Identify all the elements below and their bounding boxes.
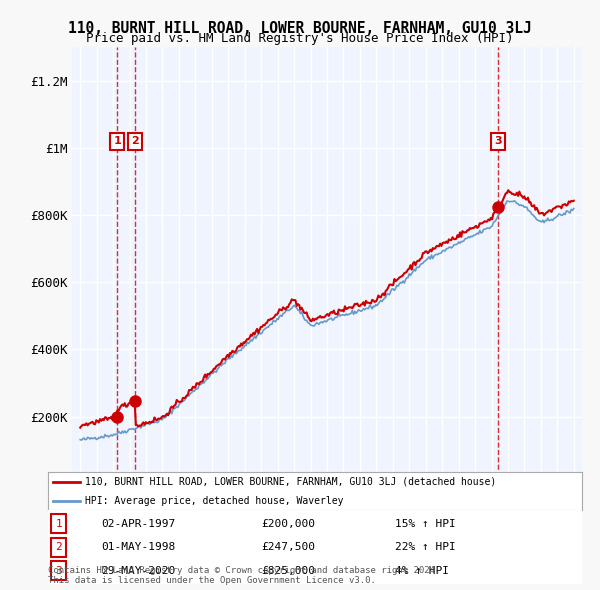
- Text: £200,000: £200,000: [262, 519, 316, 529]
- Text: 110, BURNT HILL ROAD, LOWER BOURNE, FARNHAM, GU10 3LJ: 110, BURNT HILL ROAD, LOWER BOURNE, FARN…: [68, 21, 532, 35]
- Text: Contains HM Land Registry data © Crown copyright and database right 2024.
This d: Contains HM Land Registry data © Crown c…: [48, 566, 440, 585]
- Text: 4% ↑ HPI: 4% ↑ HPI: [395, 566, 449, 576]
- Text: 2: 2: [55, 542, 62, 552]
- Text: 1: 1: [55, 519, 62, 529]
- Text: 2: 2: [131, 136, 139, 146]
- Text: £825,000: £825,000: [262, 566, 316, 576]
- Text: 02-APR-1997: 02-APR-1997: [101, 519, 176, 529]
- Text: £247,500: £247,500: [262, 542, 316, 552]
- Text: 110, BURNT HILL ROAD, LOWER BOURNE, FARNHAM, GU10 3LJ (detached house): 110, BURNT HILL ROAD, LOWER BOURNE, FARN…: [85, 477, 497, 487]
- Text: 01-MAY-1998: 01-MAY-1998: [101, 542, 176, 552]
- Text: Price paid vs. HM Land Registry's House Price Index (HPI): Price paid vs. HM Land Registry's House …: [86, 32, 514, 45]
- Text: 3: 3: [55, 566, 62, 576]
- Text: HPI: Average price, detached house, Waverley: HPI: Average price, detached house, Wave…: [85, 496, 344, 506]
- Text: 3: 3: [494, 136, 502, 146]
- Text: 22% ↑ HPI: 22% ↑ HPI: [395, 542, 456, 552]
- Text: 1: 1: [113, 136, 121, 146]
- Text: 15% ↑ HPI: 15% ↑ HPI: [395, 519, 456, 529]
- Text: 29-MAY-2020: 29-MAY-2020: [101, 566, 176, 576]
